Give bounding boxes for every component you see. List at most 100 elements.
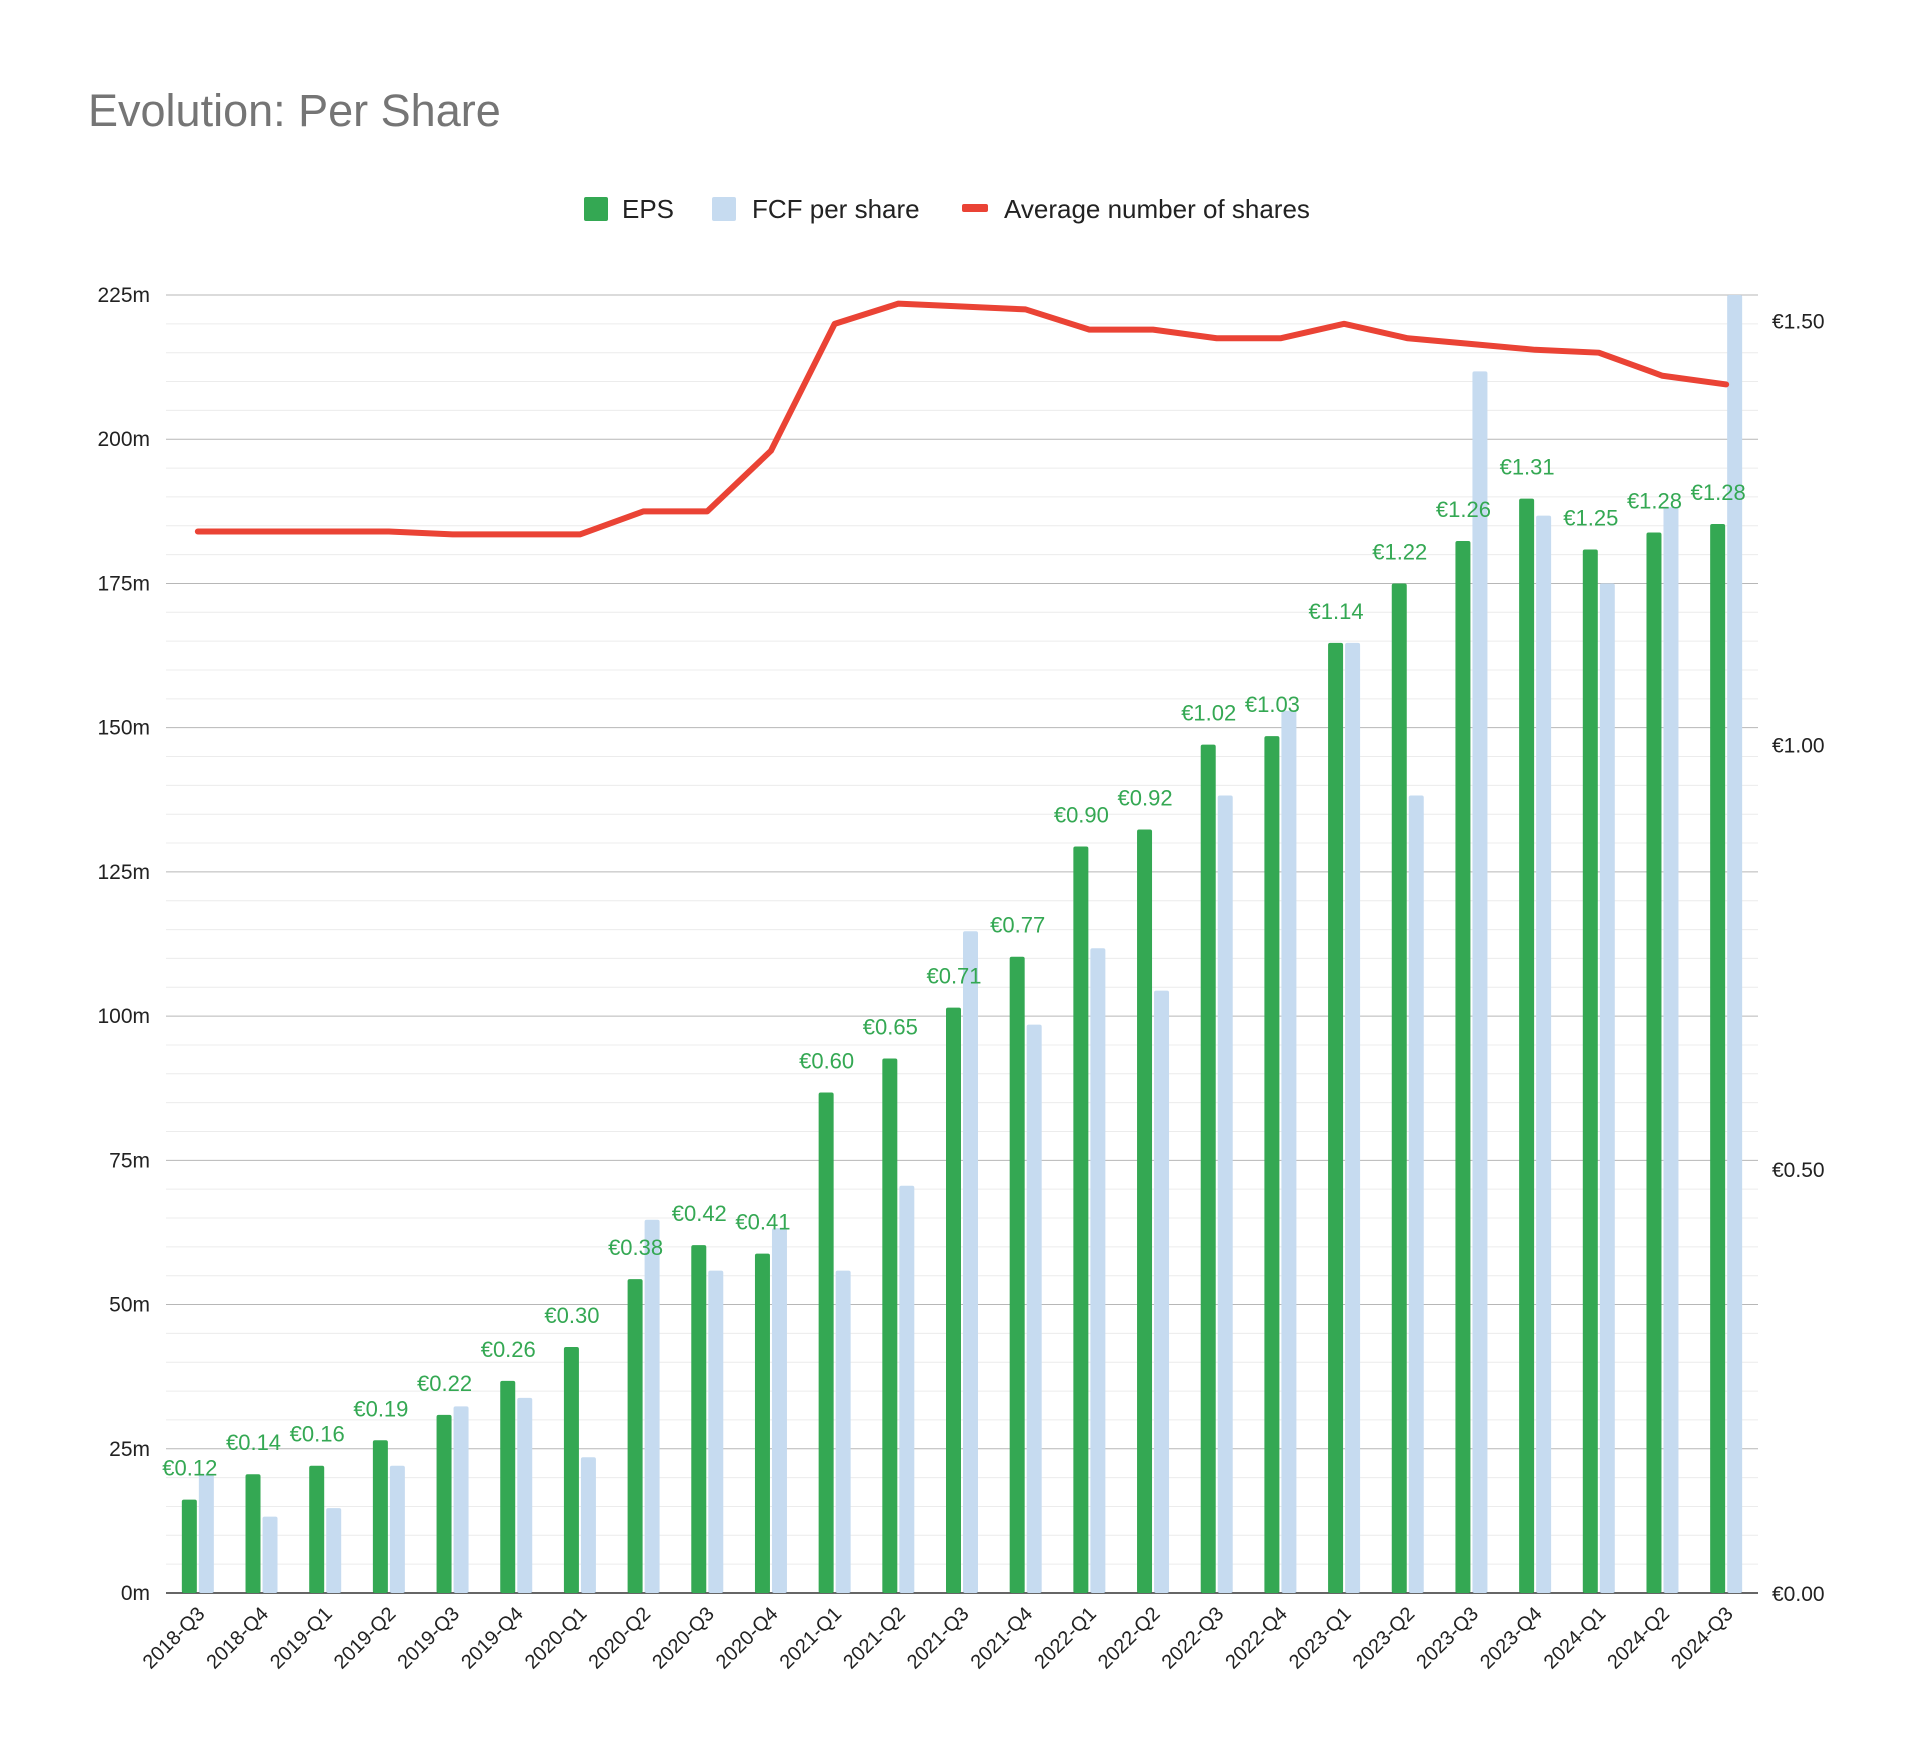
eps-bar (754, 1253, 770, 1593)
fcf-bar (835, 1270, 851, 1593)
eps-bar (1582, 549, 1598, 1594)
eps-bar (181, 1499, 197, 1593)
eps-bar (1009, 956, 1025, 1593)
fcf-bar (262, 1516, 278, 1593)
eps-data-label: €0.38 (608, 1235, 663, 1260)
eps-bar (1646, 532, 1662, 1593)
gridlines (166, 294, 1758, 1594)
left-axis-tick-label: 100m (97, 1005, 150, 1028)
eps-bar (946, 1007, 961, 1593)
fcf-bar (326, 1508, 342, 1593)
eps-data-label: €0.77 (990, 913, 1045, 938)
eps-bar (818, 1092, 834, 1593)
legend-swatch-shares (962, 204, 988, 212)
fcf-bar (1663, 507, 1679, 1593)
shares-line-path (194, 300, 1730, 538)
eps-bar (691, 1245, 707, 1593)
fcf-bar (771, 1228, 787, 1593)
legend-label-shares: Average number of shares (1004, 194, 1310, 224)
eps-bars (181, 498, 1726, 1594)
eps-bar (627, 1279, 643, 1593)
fcf-bar (963, 931, 978, 1593)
fcf-bar (453, 1406, 469, 1593)
eps-data-label: €1.14 (1309, 599, 1364, 624)
eps-data-label: €1.26 (1436, 497, 1491, 522)
fcf-bar (1217, 795, 1233, 1593)
eps-data-label: €0.71 (926, 964, 981, 989)
eps-data-label: €0.65 (863, 1015, 918, 1040)
eps-data-label: €1.28 (1691, 480, 1746, 505)
fcf-bar (1345, 642, 1361, 1593)
eps-data-label: €1.31 (1500, 455, 1555, 480)
fcf-bar (1408, 795, 1424, 1593)
eps-data-label: €1.28 (1627, 489, 1682, 514)
fcf-bar (1536, 515, 1552, 1593)
eps-bar (500, 1380, 516, 1593)
left-axis-tick-label: 125m (97, 861, 150, 884)
eps-bar (1391, 583, 1407, 1593)
eps-data-label: €0.12 (162, 1456, 217, 1481)
fcf-bar (1090, 948, 1106, 1593)
fcf-bar (1281, 710, 1297, 1593)
eps-data-labels: €0.12 €0.14 €0.16 €0.19 €0.22 €0.26 €0.30 €0.38… (162, 455, 1745, 1481)
eps-data-label: €0.60 (799, 1048, 854, 1073)
chart-title: Evolution: Per Share (88, 85, 501, 136)
fcf-bar (1026, 1024, 1042, 1593)
left-axis-tick-label: 200m (97, 428, 150, 451)
fcf-bar (899, 1185, 915, 1593)
eps-bar (1200, 744, 1216, 1593)
eps-data-label: €0.19 (353, 1396, 408, 1421)
legend-label-fcf: FCF per share (752, 194, 920, 224)
shares-line (194, 300, 1730, 538)
eps-data-label: €0.14 (226, 1430, 281, 1455)
eps-bar (1073, 846, 1089, 1593)
legend-swatch-eps (584, 197, 608, 221)
eps-data-label: €0.30 (544, 1303, 599, 1328)
fcf-bar (1727, 295, 1743, 1593)
fcf-bar (1472, 371, 1488, 1594)
eps-data-label: €0.90 (1054, 802, 1109, 827)
eps-bar (1519, 498, 1535, 1593)
fcf-bars (198, 295, 1743, 1594)
eps-data-label: €1.03 (1245, 692, 1300, 717)
eps-bar (245, 1474, 261, 1593)
fcf-bar (1154, 990, 1170, 1593)
eps-bar (372, 1440, 388, 1593)
left-axis-tick-label: 0m (121, 1582, 150, 1605)
legend-label-eps: EPS (622, 194, 674, 224)
eps-data-label: €1.25 (1563, 506, 1618, 531)
eps-bar (1710, 524, 1726, 1593)
legend-swatch-fcf (712, 197, 736, 221)
left-axis-tick-label: 75m (109, 1149, 150, 1172)
right-axis-tick-label: €0.50 (1772, 1159, 1825, 1182)
fcf-bar (1599, 583, 1615, 1593)
eps-data-label: €0.22 (417, 1371, 472, 1396)
right-axis: €0.00 €0.50 €1.00 €1.50 (1772, 310, 1825, 1606)
right-axis-tick-label: €1.00 (1772, 735, 1825, 758)
eps-bar (563, 1346, 579, 1593)
right-axis-tick-label: €0.00 (1772, 1583, 1825, 1606)
fcf-bar (644, 1219, 660, 1593)
fcf-bar (517, 1397, 533, 1593)
fcf-bar (708, 1270, 724, 1593)
left-axis: 0m 25m 50m 75m 100m 125m 150m 175m 200m 225m (97, 284, 150, 1605)
eps-bar (309, 1465, 325, 1593)
fcf-bar (580, 1457, 596, 1593)
left-axis-tick-label: 25m (109, 1438, 150, 1461)
eps-bar (1264, 736, 1280, 1593)
fcf-bar (198, 1474, 214, 1593)
left-axis-tick-label: 50m (109, 1294, 150, 1317)
legend: EPS FCF per share Average number of shar… (584, 194, 1310, 224)
eps-data-label: €0.26 (481, 1337, 536, 1362)
fcf-bar (389, 1465, 405, 1593)
eps-data-label: €1.02 (1181, 701, 1236, 726)
eps-bar (436, 1414, 452, 1593)
eps-data-label: €0.42 (672, 1201, 727, 1226)
eps-bar (1455, 541, 1471, 1593)
right-axis-tick-label: €1.50 (1772, 310, 1825, 333)
eps-data-label: €0.92 (1118, 785, 1173, 810)
eps-data-label: €0.41 (735, 1210, 790, 1235)
eps-bar (882, 1058, 898, 1593)
left-axis-tick-label: 175m (97, 572, 150, 595)
eps-data-label: €1.22 (1372, 539, 1427, 564)
